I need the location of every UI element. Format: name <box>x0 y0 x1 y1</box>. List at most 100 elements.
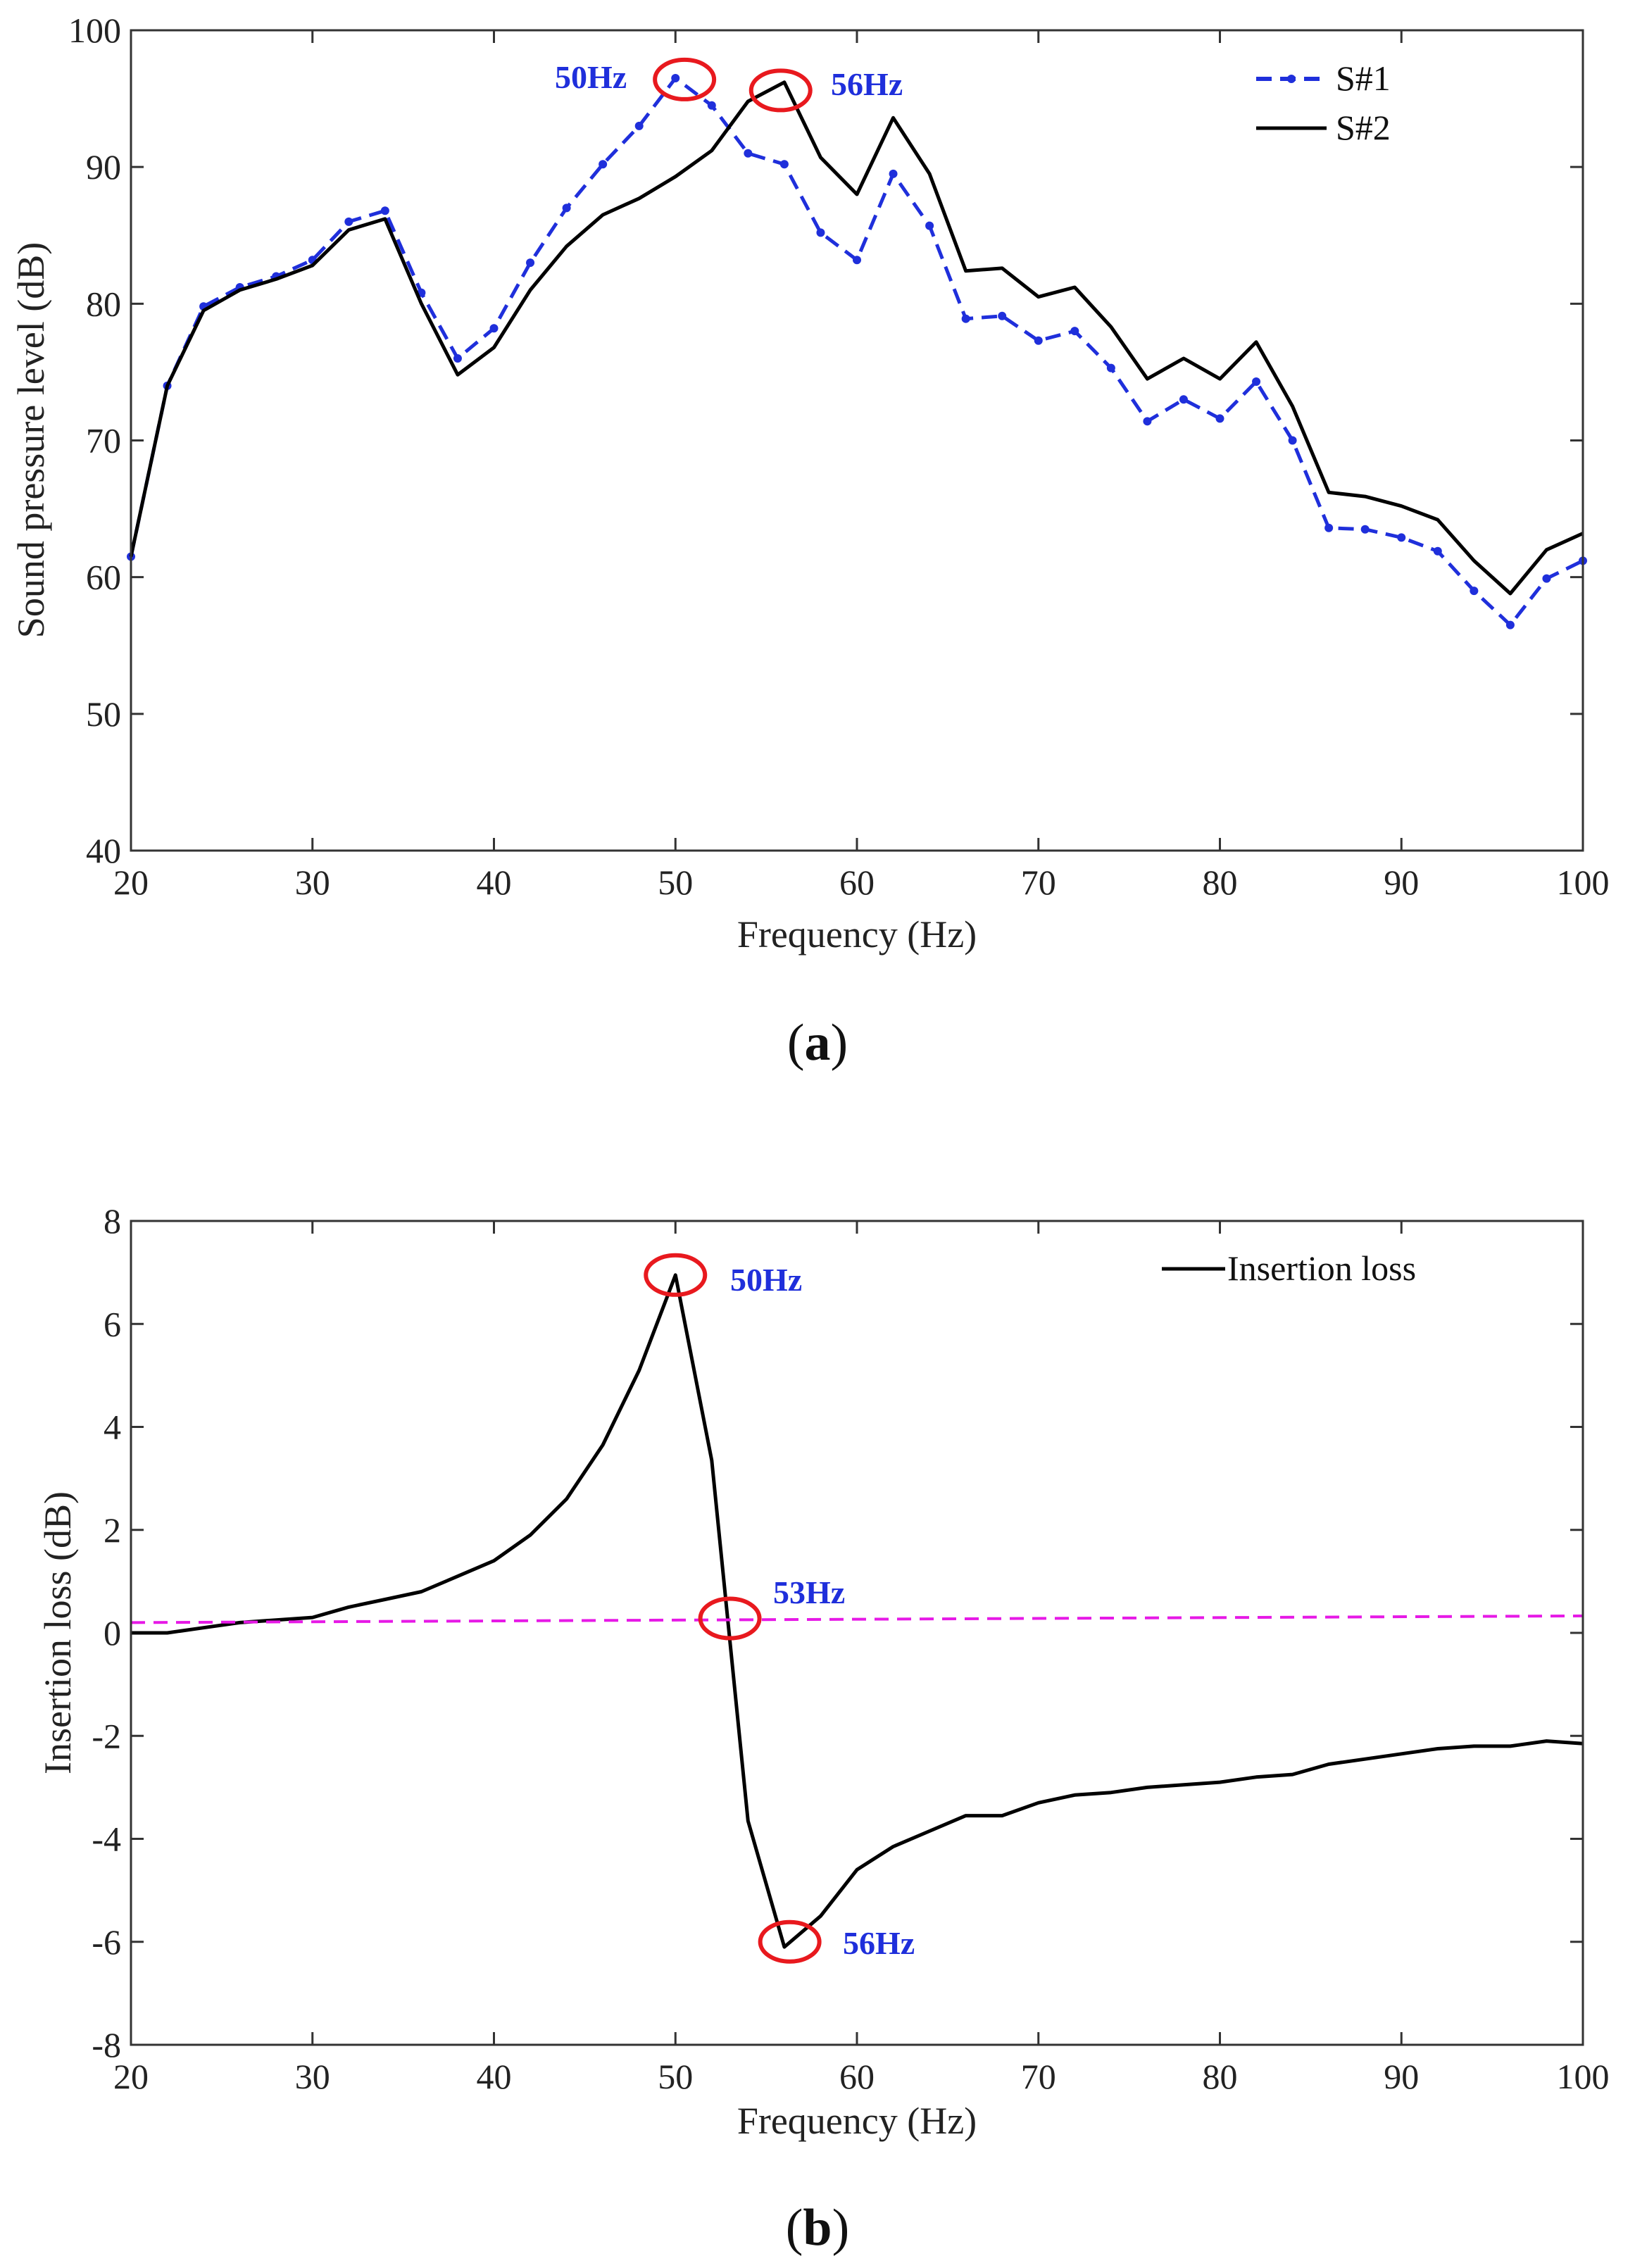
panel-a-legend: S#1 S#2 <box>1256 58 1391 147</box>
caption-a-close: ) <box>831 1014 848 1072</box>
series-point <box>961 314 970 323</box>
x-tick-label: 70 <box>1021 863 1056 902</box>
y-tick-label: -8 <box>92 2025 121 2065</box>
series-point <box>1288 436 1297 445</box>
x-tick-label: 20 <box>113 863 149 902</box>
annotation-circle <box>644 1253 708 1297</box>
y-tick-label: -2 <box>92 1716 121 1755</box>
series-point <box>344 217 353 226</box>
annotation-circle <box>758 1919 822 1964</box>
series-point <box>779 160 789 169</box>
y-tick-label: 2 <box>104 1510 121 1550</box>
x-tick-label: 60 <box>839 2057 875 2096</box>
panel-a: 20 30 40 50 60 70 80 90 100 40 50 60 70 80 90 100 Freq… <box>10 11 1610 1072</box>
series-point <box>1143 417 1152 426</box>
panel-a-xlabel: Frequency (Hz) <box>737 913 977 956</box>
series-point <box>1433 546 1442 556</box>
y-tick-label: 60 <box>86 558 121 597</box>
y-tick-label: 100 <box>68 11 121 50</box>
x-tick-label: 50 <box>658 2057 693 2096</box>
panel-b-annotation-circles <box>644 1253 822 1964</box>
panel-a-ticks <box>130 29 1584 852</box>
series-point <box>1397 533 1406 542</box>
panel-b-ticks <box>130 1220 1584 2046</box>
series-line-s-2 <box>129 80 1584 596</box>
panel-a-annotation-circles <box>653 57 813 113</box>
x-tick-label: 40 <box>477 863 512 902</box>
series-point <box>562 203 571 213</box>
panel-a-axes-frame <box>130 29 1584 852</box>
x-tick-label: 50 <box>658 863 693 902</box>
x-tick-label: 60 <box>839 863 875 902</box>
x-tick-label: 100 <box>1557 2057 1610 2096</box>
series-point <box>634 121 644 130</box>
y-tick-label: 50 <box>86 694 121 734</box>
annotation-a-56hz: 56Hz <box>831 66 903 102</box>
y-tick-label: -4 <box>92 1819 121 1859</box>
y-tick-label: 70 <box>86 421 121 461</box>
series-point <box>998 311 1007 320</box>
panel-b-series <box>130 1273 1584 1949</box>
series-point <box>1360 525 1370 534</box>
y-tick-label: 4 <box>104 1408 121 1447</box>
series-point <box>1179 395 1188 404</box>
panel-b-x-tick-labels: 20 30 40 50 60 70 80 90 100 <box>113 2057 1610 2096</box>
series-point <box>1215 414 1224 423</box>
annotation-a-50hz: 50Hz <box>555 59 627 95</box>
annotation-b-50hz: 50Hz <box>730 1262 802 1298</box>
panel-a-x-tick-labels: 20 30 40 50 60 70 80 90 100 <box>113 863 1610 902</box>
series-point <box>1505 620 1515 629</box>
series-point <box>489 324 499 333</box>
series-point <box>889 169 898 178</box>
legend-insertion-label: Insertion loss <box>1227 1248 1416 1288</box>
y-tick-label: 40 <box>86 831 121 870</box>
y-tick-label: -6 <box>92 1922 121 1962</box>
x-tick-label: 100 <box>1557 863 1610 902</box>
legend-s1-label: S#1 <box>1336 58 1391 98</box>
y-tick-label: 80 <box>86 284 121 323</box>
caption-a-letter: a <box>805 1014 831 1072</box>
panel-b-ylabel: Insertion loss (dB) <box>37 1491 79 1774</box>
caption-b-letter: b <box>803 2199 832 2257</box>
caption-a-open: ( <box>787 1014 805 1072</box>
caption-a: (a) <box>787 1014 848 1072</box>
annotation-circle <box>653 57 717 101</box>
panel-a-series <box>127 73 1587 629</box>
series-point <box>744 149 753 158</box>
series-point <box>707 101 716 110</box>
x-tick-label: 30 <box>295 2057 330 2096</box>
x-tick-label: 20 <box>113 2057 149 2096</box>
x-tick-label: 90 <box>1384 2057 1419 2096</box>
panel-b: 20 30 40 50 60 70 80 90 100 -8 -6 -4 -2 0 2 4 6 8 Freque… <box>37 1201 1610 2257</box>
series-line-reference <box>130 1614 1584 1624</box>
x-tick-label: 40 <box>477 2057 512 2096</box>
x-tick-label: 80 <box>1203 2057 1238 2096</box>
panel-b-axes-frame <box>130 1220 1584 2046</box>
caption-b-close: ) <box>832 2199 850 2257</box>
y-tick-label: 8 <box>104 1201 121 1241</box>
y-tick-label: 90 <box>86 147 121 187</box>
panel-b-y-tick-labels: -8 -6 -4 -2 0 2 4 6 8 <box>92 1201 121 2065</box>
annotation-circle <box>748 68 813 113</box>
series-point <box>599 160 608 169</box>
series-point <box>1252 377 1261 387</box>
series-line-insertion-loss <box>131 1273 1584 1949</box>
annotation-b-53hz: 53Hz <box>773 1574 845 1610</box>
y-tick-label: 0 <box>104 1613 121 1653</box>
caption-b: (b) <box>786 2199 849 2257</box>
series-point <box>1034 336 1043 345</box>
series-point <box>1070 327 1079 336</box>
series-point <box>816 228 825 237</box>
annotation-b-56hz: 56Hz <box>843 1925 915 1961</box>
x-tick-label: 30 <box>295 863 330 902</box>
panel-b-xlabel: Frequency (Hz) <box>737 2100 977 2142</box>
series-point <box>1106 363 1115 372</box>
x-tick-label: 70 <box>1021 2057 1056 2096</box>
series-point <box>1324 523 1334 532</box>
series-line-s-1 <box>129 76 1584 627</box>
series-point <box>526 258 535 268</box>
annotation-circle <box>698 1596 762 1641</box>
series-point <box>453 354 462 363</box>
